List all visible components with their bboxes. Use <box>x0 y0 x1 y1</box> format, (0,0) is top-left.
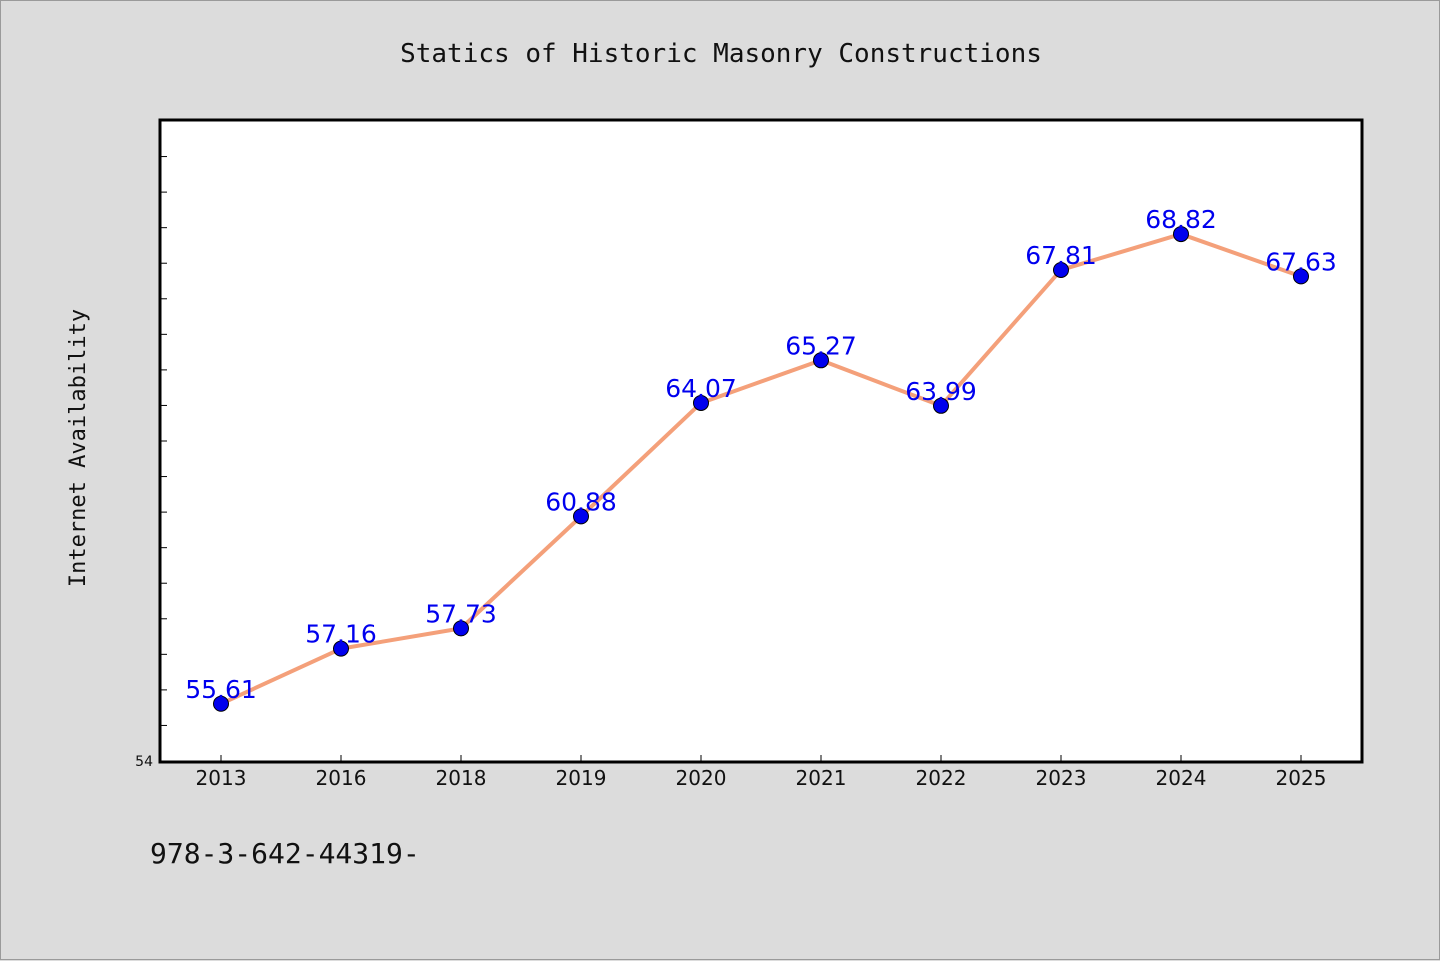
data-point <box>1293 268 1309 285</box>
x-tick-label: 2019 <box>556 766 607 790</box>
series-line <box>220 232 1302 706</box>
data-label: 64.07 <box>665 374 737 403</box>
series-markers <box>213 226 1309 712</box>
data-label: 67.63 <box>1265 247 1337 276</box>
y-axis-ticks <box>161 156 167 726</box>
data-point <box>453 620 469 637</box>
series-line-group <box>220 232 1302 706</box>
data-labels: 55.61 57.16 57.73 60.88 64.07 65.27 63.99 67.81… <box>185 205 1337 704</box>
data-point <box>1053 261 1069 278</box>
data-point <box>213 695 229 712</box>
data-point <box>693 394 709 411</box>
x-tick-label: 2021 <box>796 766 847 790</box>
data-label: 57.73 <box>425 599 497 628</box>
x-tick-label: 2013 <box>196 766 247 790</box>
x-tick-label: 2022 <box>916 766 967 790</box>
x-tick-label: 2020 <box>676 766 727 790</box>
x-tick-label: 2018 <box>436 766 487 790</box>
data-point <box>573 508 589 525</box>
x-axis-ticks: 2013 2016 2018 2019 2020 2021 2022 2023 2024 2025 <box>196 755 1327 790</box>
data-label: 60.88 <box>545 487 617 516</box>
data-label: 57.16 <box>305 620 377 649</box>
data-point <box>1173 226 1189 243</box>
data-point <box>333 640 349 657</box>
data-label: 65.27 <box>785 331 857 360</box>
data-point <box>933 397 949 414</box>
data-label: 55.61 <box>185 675 257 704</box>
data-label: 68.82 <box>1145 205 1217 234</box>
y-tick-label: 54 <box>135 754 153 770</box>
y-axis-label: Internet Availability <box>66 309 91 587</box>
x-tick-label: 2016 <box>316 766 367 790</box>
plot-area <box>158 118 1364 764</box>
x-tick-label: 2025 <box>1276 766 1327 790</box>
chart-title: Statics of Historic Masonry Construction… <box>400 39 1042 69</box>
data-label: 63.99 <box>905 377 977 406</box>
y-axis-tick-labels: 54 <box>135 754 153 770</box>
x-tick-label: 2024 <box>1156 766 1207 790</box>
footer-text: 978-3-642-44319- <box>150 837 420 870</box>
data-label: 67.81 <box>1025 241 1097 270</box>
data-point <box>813 352 829 369</box>
x-tick-label: 2023 <box>1036 766 1087 790</box>
